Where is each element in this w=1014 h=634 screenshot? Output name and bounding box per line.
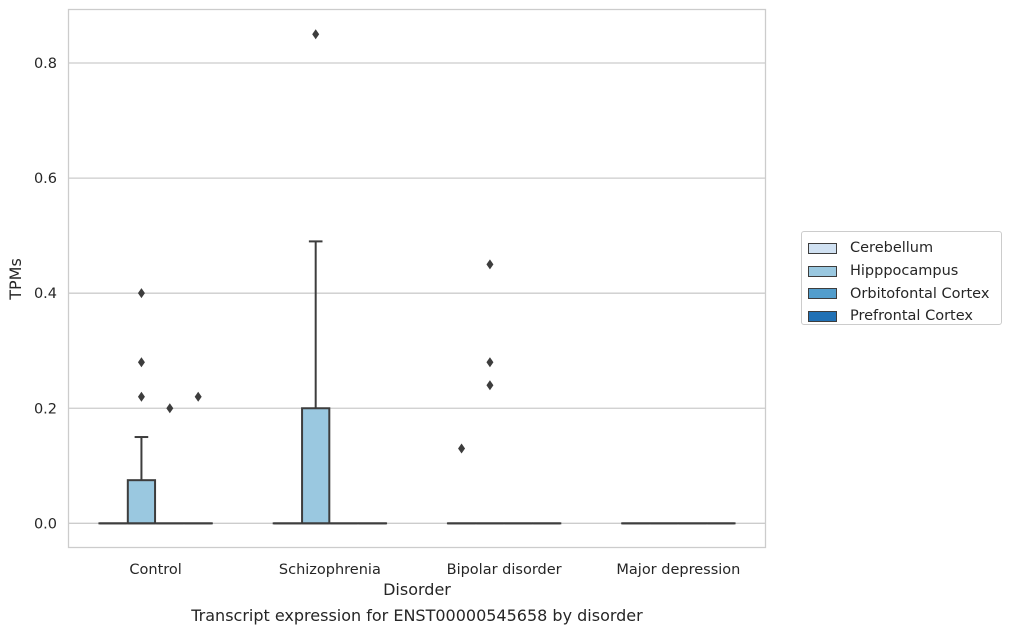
x-tick-label: Control [129, 562, 181, 578]
legend-swatch [808, 310, 837, 322]
y-tick-label: 0.2 [34, 401, 57, 417]
legend-item-hippocampus: Hipppocampus [808, 260, 1001, 283]
y-axis-label: TPMs [6, 258, 25, 301]
outlier-point [486, 357, 494, 368]
y-tick-labels: 0.0 0.2 0.4 0.6 0.8 [34, 56, 57, 532]
box-body [301, 407, 331, 525]
y-tick-label: 0.0 [34, 516, 57, 532]
boxes-layer [98, 29, 736, 525]
x-tick-labels: Control Schizophrenia Bipolar disorder Majo… [129, 562, 740, 578]
legend-swatch [808, 242, 837, 254]
legend-label: Hipppocampus [850, 263, 959, 280]
outlier-point [312, 29, 320, 40]
x-tick-label: Bipolar disorder [447, 562, 562, 578]
plot-frame [67, 8, 767, 549]
outlier-point [486, 380, 494, 391]
legend-swatch [808, 288, 837, 300]
outlier-point [486, 259, 494, 270]
y-tick-label: 0.6 [34, 171, 57, 187]
x-tick-label: Schizophrenia [279, 562, 381, 578]
y-tick-label: 0.4 [34, 286, 57, 302]
legend-label: Orbitofontal Cortex [850, 285, 990, 302]
outlier-point [137, 391, 145, 402]
outlier-point [194, 391, 202, 402]
legend-swatch [808, 265, 837, 277]
figure-caption: Transcript expression for ENST0000054565… [191, 606, 643, 625]
x-tick-label: Major depression [616, 562, 740, 578]
box-cerebellum [446, 443, 477, 525]
outlier-point [458, 443, 466, 454]
x-axis-label: Disorder [383, 580, 451, 599]
outlier-point [137, 288, 145, 299]
box-orbitofontal-cortex [155, 403, 185, 525]
gridlines [68, 62, 766, 524]
box-hipppocampus [475, 259, 505, 525]
outlier-point [166, 403, 174, 414]
legend-item-orbitofrontal-cortex: Orbitofontal Cortex [808, 282, 1001, 305]
box-prefrontal-cortex [183, 391, 213, 525]
legend: Cerebellum Hipppocampus Orbitofontal Cor… [801, 231, 1002, 325]
box-hipppocampus [301, 29, 331, 525]
legend-item-cerebellum: Cerebellum [808, 237, 1001, 260]
box-hipppocampus [126, 288, 157, 525]
y-tick-label: 0.8 [34, 56, 57, 72]
legend-label: Cerebellum [850, 240, 934, 257]
legend-label: Prefrontal Cortex [850, 308, 973, 325]
outlier-point [137, 357, 145, 368]
box-body [126, 479, 157, 525]
legend-item-prefrontal-cortex: Prefrontal Cortex [808, 305, 1001, 328]
